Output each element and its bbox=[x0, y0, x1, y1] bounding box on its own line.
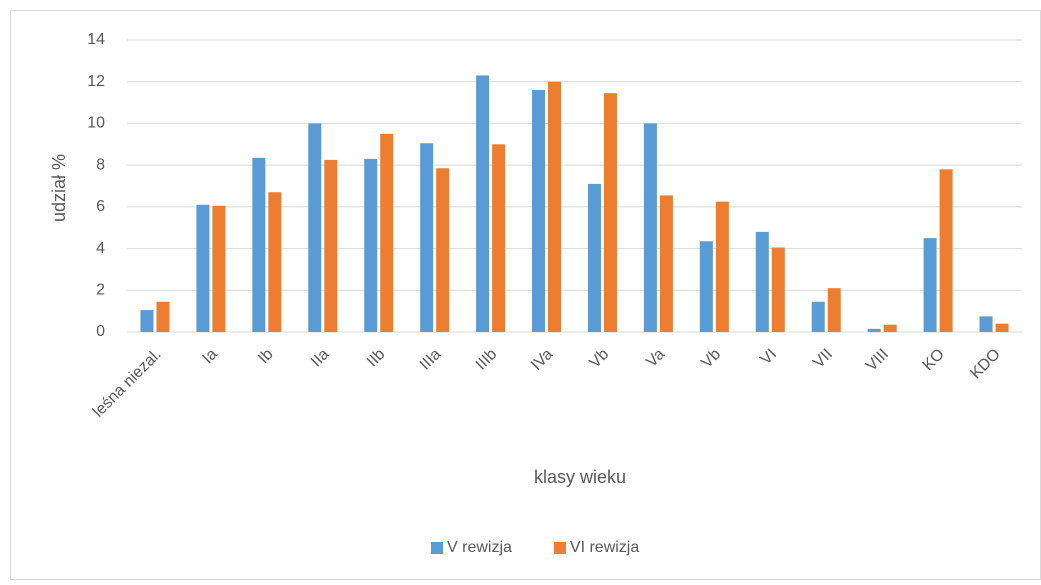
y-tick-label: 2 bbox=[96, 282, 105, 299]
bar bbox=[811, 301, 825, 332]
y-tick-label: 14 bbox=[87, 31, 105, 48]
bar bbox=[755, 231, 769, 332]
bar bbox=[939, 169, 953, 332]
bar bbox=[827, 288, 841, 332]
bar bbox=[883, 324, 897, 332]
bar bbox=[420, 143, 434, 332]
y-tick-label: 10 bbox=[87, 115, 105, 132]
legend-label: V rewizja bbox=[447, 539, 512, 556]
x-axis-title: klasy wieku bbox=[534, 467, 626, 487]
bar bbox=[140, 310, 154, 332]
bar bbox=[196, 204, 210, 332]
y-axis-title: udział % bbox=[49, 154, 69, 222]
bar bbox=[436, 168, 450, 332]
bar bbox=[771, 247, 785, 332]
y-tick-label: 0 bbox=[96, 323, 105, 340]
bar bbox=[476, 75, 490, 332]
bar bbox=[923, 238, 937, 332]
bar bbox=[995, 323, 1009, 332]
legend-swatch bbox=[431, 542, 443, 554]
bar bbox=[252, 157, 266, 332]
bar bbox=[548, 81, 562, 332]
y-tick-label: 6 bbox=[96, 198, 105, 215]
bar bbox=[699, 241, 713, 332]
bar bbox=[380, 133, 394, 332]
legend-label: VI rewizja bbox=[570, 539, 639, 556]
bar bbox=[979, 316, 993, 332]
bar bbox=[212, 205, 226, 332]
bar bbox=[364, 158, 378, 332]
bar bbox=[659, 195, 673, 332]
bar bbox=[643, 123, 657, 332]
y-tick-label: 4 bbox=[96, 240, 105, 257]
bar bbox=[156, 301, 170, 332]
y-tick-label: 8 bbox=[96, 156, 105, 173]
bar bbox=[308, 123, 322, 332]
bar bbox=[492, 144, 506, 332]
y-tick-label: 12 bbox=[87, 73, 105, 90]
bar bbox=[324, 159, 338, 332]
legend-swatch bbox=[553, 542, 566, 554]
bar bbox=[603, 93, 617, 332]
bar bbox=[715, 201, 729, 332]
bar bbox=[587, 183, 601, 332]
chart-frame bbox=[10, 10, 1041, 580]
bar bbox=[268, 192, 282, 332]
bar bbox=[867, 328, 881, 332]
bar bbox=[532, 90, 546, 332]
